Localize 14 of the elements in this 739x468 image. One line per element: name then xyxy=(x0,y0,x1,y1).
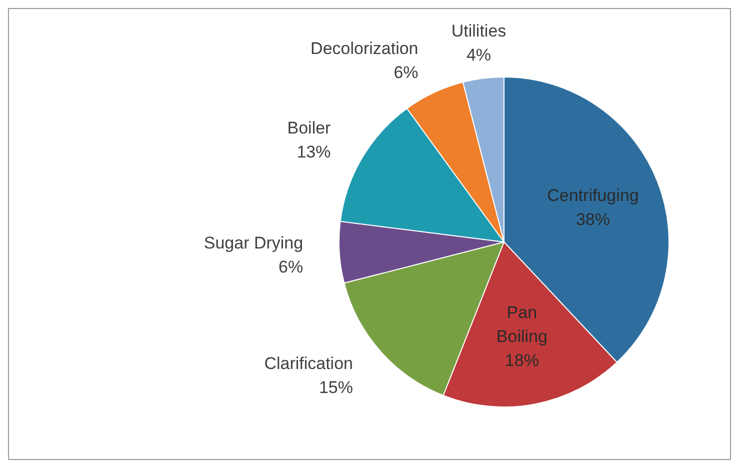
data-label: 6% xyxy=(278,258,304,277)
slice-label: Clarification xyxy=(264,354,354,374)
slice-label: Sugar Drying xyxy=(204,234,304,253)
data-label: 13% xyxy=(296,142,331,162)
slice-label: Decolorization xyxy=(310,38,418,58)
data-label: 4% xyxy=(466,45,492,64)
slice-label: Centrifuging xyxy=(547,186,639,205)
slice-label: Pan Boiling xyxy=(496,303,548,346)
data-label: 18% xyxy=(504,351,539,370)
slice-label: Boiler xyxy=(287,118,332,138)
data-label: 6% xyxy=(394,62,418,82)
data-label: 15% xyxy=(318,378,354,398)
slice-label: Utilities xyxy=(451,21,506,40)
data-label: 38% xyxy=(576,210,610,229)
